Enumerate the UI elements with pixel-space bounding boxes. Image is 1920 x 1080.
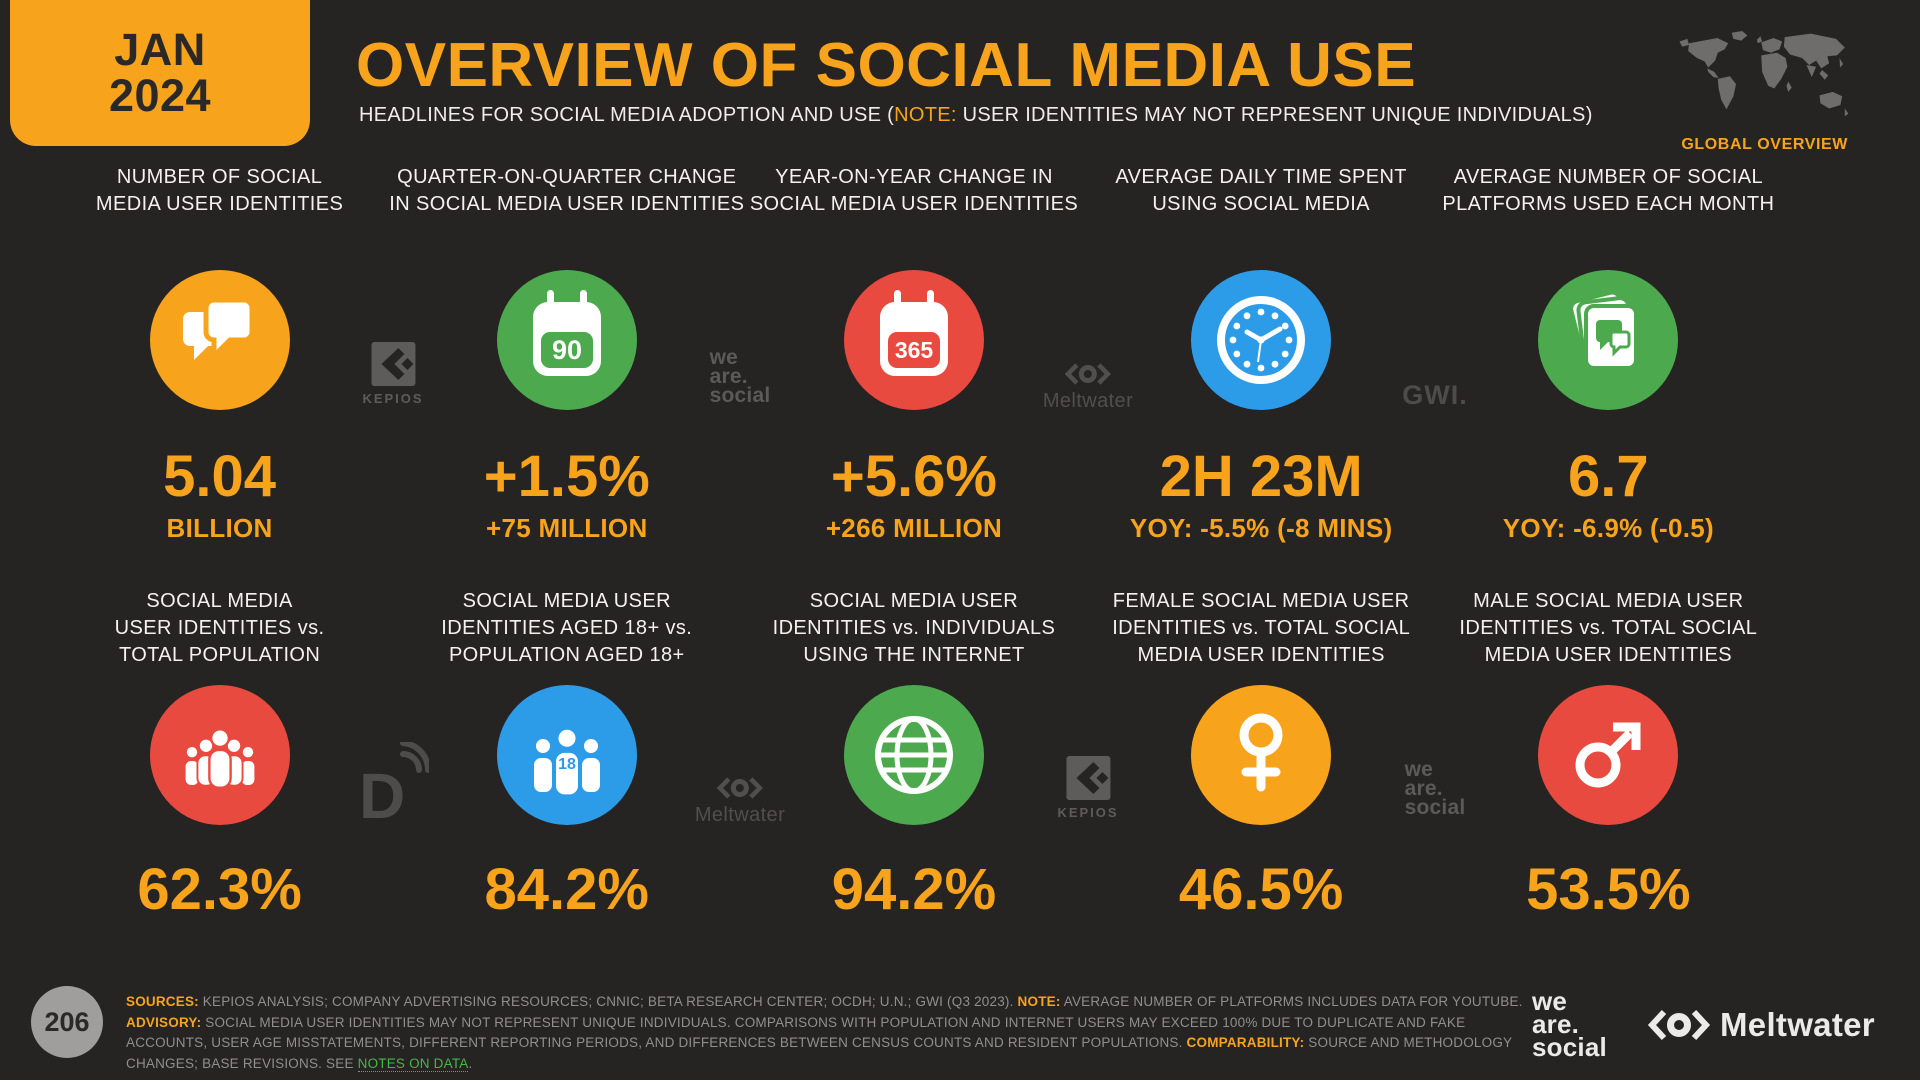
subtitle-text-rest: USER IDENTITIES MAY NOT REPRESENT UNIQUE…: [956, 104, 1593, 126]
meltwater-eye-icon: [1064, 363, 1111, 385]
page-title: OVERVIEW OF SOCIAL MEDIA USE: [356, 31, 1417, 100]
svg-text:90: 90: [552, 335, 582, 365]
meltwater-logo: Meltwater: [1648, 1006, 1875, 1044]
card-yoy-change: YEAR-ON-YEAR CHANGE IN SOCIAL MEDIA USER…: [740, 164, 1087, 541]
male-symbol-icon: [1538, 685, 1679, 825]
gwi-watermark: GWI.: [1402, 380, 1468, 410]
svg-text:365: 365: [895, 337, 934, 363]
calendar-365-icon: 365: [843, 270, 984, 410]
meltwater-watermark-label: Meltwater: [694, 804, 786, 826]
clock-icon: [1191, 270, 1332, 410]
stat-subvalue: +75 MILLION: [486, 513, 648, 543]
card-platforms-per-month: AVERAGE NUMBER OF SOCIAL PLATFORMS USED …: [1435, 164, 1782, 541]
meltwater-watermark: Meltwater: [695, 776, 785, 827]
datareportal-watermark: D: [357, 742, 429, 824]
card-title: AVERAGE NUMBER OF SOCIAL PLATFORMS USED …: [1442, 166, 1775, 215]
date-badge: JAN 2024: [10, 0, 310, 146]
we-are-social-logo: we are. social: [1532, 986, 1607, 1062]
meltwater-eye-icon: [716, 777, 763, 799]
chat-bubbles-icon: [149, 270, 290, 410]
note-label: NOTE:: [1017, 994, 1061, 1009]
card-title: NUMBER OF SOCIAL MEDIA USER IDENTITIES: [95, 166, 344, 215]
card-title: YEAR-ON-YEAR CHANGE IN SOCIAL MEDIA USER…: [749, 166, 1079, 215]
card-social-media-identities: NUMBER OF SOCIAL MEDIA USER IDENTITIES 5…: [46, 164, 393, 541]
calendar-90-icon: 90: [496, 270, 637, 410]
card-identities-vs-internet-users: SOCIAL MEDIA USER IDENTITIES vs. INDIVID…: [740, 588, 1087, 919]
card-male-identities: MALE SOCIAL MEDIA USER IDENTITIES vs. TO…: [1435, 588, 1782, 919]
stat-value: +5.6%: [830, 444, 997, 509]
card-title: QUARTER-ON-QUARTER CHANGE IN SOCIAL MEDI…: [389, 166, 745, 215]
kepios-watermark-label: KEPIOS: [362, 391, 424, 406]
card-identities-18plus: SOCIAL MEDIA USER IDENTITIES AGED 18+ vs…: [393, 588, 740, 919]
stat-value: +1.5%: [483, 444, 650, 509]
sources-label: SOURCES:: [126, 994, 199, 1009]
page-number-badge: 206: [31, 986, 103, 1058]
comparability-label: COMPARABILITY:: [1186, 1035, 1305, 1050]
notes-on-data-link[interactable]: NOTES ON DATA: [357, 1055, 469, 1072]
stat-value: 6.7: [1568, 444, 1649, 509]
stat-value: 5.04: [163, 444, 277, 509]
card-title: AVERAGE DAILY TIME SPENT USING SOCIAL ME…: [1115, 166, 1407, 215]
meltwater-logo-label: Meltwater: [1720, 1006, 1875, 1043]
kepios-watermark: KEPIOS: [1057, 756, 1118, 820]
card-female-identities: FEMALE SOCIAL MEDIA USER IDENTITIES vs. …: [1088, 588, 1435, 919]
stat-value: 94.2%: [831, 857, 997, 922]
kepios-watermark-label: KEPIOS: [1057, 805, 1119, 820]
card-daily-time: AVERAGE DAILY TIME SPENT USING SOCIAL ME…: [1088, 164, 1435, 541]
stat-subvalue: +266 MILLION: [825, 513, 1003, 543]
meltwater-watermark-label: Meltwater: [1042, 390, 1134, 412]
stat-row-2: SOCIAL MEDIA USER IDENTITIES vs. TOTAL P…: [46, 588, 1782, 919]
stat-subvalue: BILLION: [166, 513, 273, 543]
card-identities-vs-population: SOCIAL MEDIA USER IDENTITIES vs. TOTAL P…: [46, 588, 393, 919]
svg-text:18: 18: [558, 756, 576, 773]
people-18-icon: 18: [496, 685, 637, 825]
footer-line-changes: CHANGES; BASE REVISIONS. SEE NOTES ON DA…: [126, 1055, 473, 1072]
footer-line-sources: SOURCES: KEPIOS ANALYSIS; COMPANY ADVERT…: [126, 994, 1523, 1009]
card-title: FEMALE SOCIAL MEDIA USER IDENTITIES vs. …: [1112, 590, 1411, 666]
we-are-social-watermark: we are. social: [709, 346, 771, 407]
region-label: GLOBAL OVERVIEW: [1681, 136, 1848, 153]
card-title: MALE SOCIAL MEDIA USER IDENTITIES vs. TO…: [1459, 590, 1758, 666]
world-map-icon: [1676, 28, 1850, 133]
page-number: 206: [44, 1006, 90, 1037]
globe-icon: [843, 685, 984, 825]
stat-value: 84.2%: [484, 857, 650, 922]
date-year: 2024: [108, 70, 212, 121]
card-title: SOCIAL MEDIA USER IDENTITIES AGED 18+ vs…: [441, 590, 693, 666]
svg-text:D: D: [359, 760, 405, 824]
kepios-watermark: KEPIOS: [362, 342, 423, 406]
page-subtitle: HEADLINES FOR SOCIAL MEDIA ADOPTION AND …: [359, 104, 1593, 127]
footer-line-comparability: ACCOUNTS, USER AGE MISSTATEMENTS, DIFFER…: [126, 1035, 1513, 1050]
card-title: SOCIAL MEDIA USER IDENTITIES vs. TOTAL P…: [114, 590, 325, 666]
stat-subvalue: YOY: -6.9% (-0.5): [1502, 513, 1714, 543]
stacked-platforms-icon: [1538, 270, 1679, 410]
stat-row-1: NUMBER OF SOCIAL MEDIA USER IDENTITIES 5…: [46, 164, 1782, 541]
meltwater-eye-icon: [1648, 1009, 1710, 1041]
stat-value: 2H 23M: [1159, 444, 1363, 509]
subtitle-note-label: NOTE:: [894, 104, 957, 126]
card-title: SOCIAL MEDIA USER IDENTITIES vs. INDIVID…: [772, 590, 1056, 666]
stat-value: 53.5%: [1526, 857, 1691, 922]
footer-notes: SOURCES: KEPIOS ANALYSIS; COMPANY ADVERT…: [126, 992, 1523, 1074]
date-month: JAN: [114, 24, 206, 76]
meltwater-watermark: Meltwater: [1043, 362, 1133, 413]
subtitle-text: HEADLINES FOR SOCIAL MEDIA ADOPTION AND …: [359, 104, 895, 126]
people-group-icon: [149, 685, 290, 825]
stat-subvalue: YOY: -5.5% (-8 MINS): [1129, 513, 1393, 543]
footer-line-advisory: ADVISORY: SOCIAL MEDIA USER IDENTITIES M…: [126, 1014, 1466, 1030]
stat-value: 46.5%: [1178, 857, 1344, 922]
we-are-social-watermark: we are. social: [1404, 758, 1466, 819]
card-qoq-change: QUARTER-ON-QUARTER CHANGE IN SOCIAL MEDI…: [389, 164, 744, 543]
female-symbol-icon: [1191, 685, 1332, 825]
stat-value: 62.3%: [137, 857, 302, 922]
advisory-label: ADVISORY:: [126, 1014, 202, 1030]
